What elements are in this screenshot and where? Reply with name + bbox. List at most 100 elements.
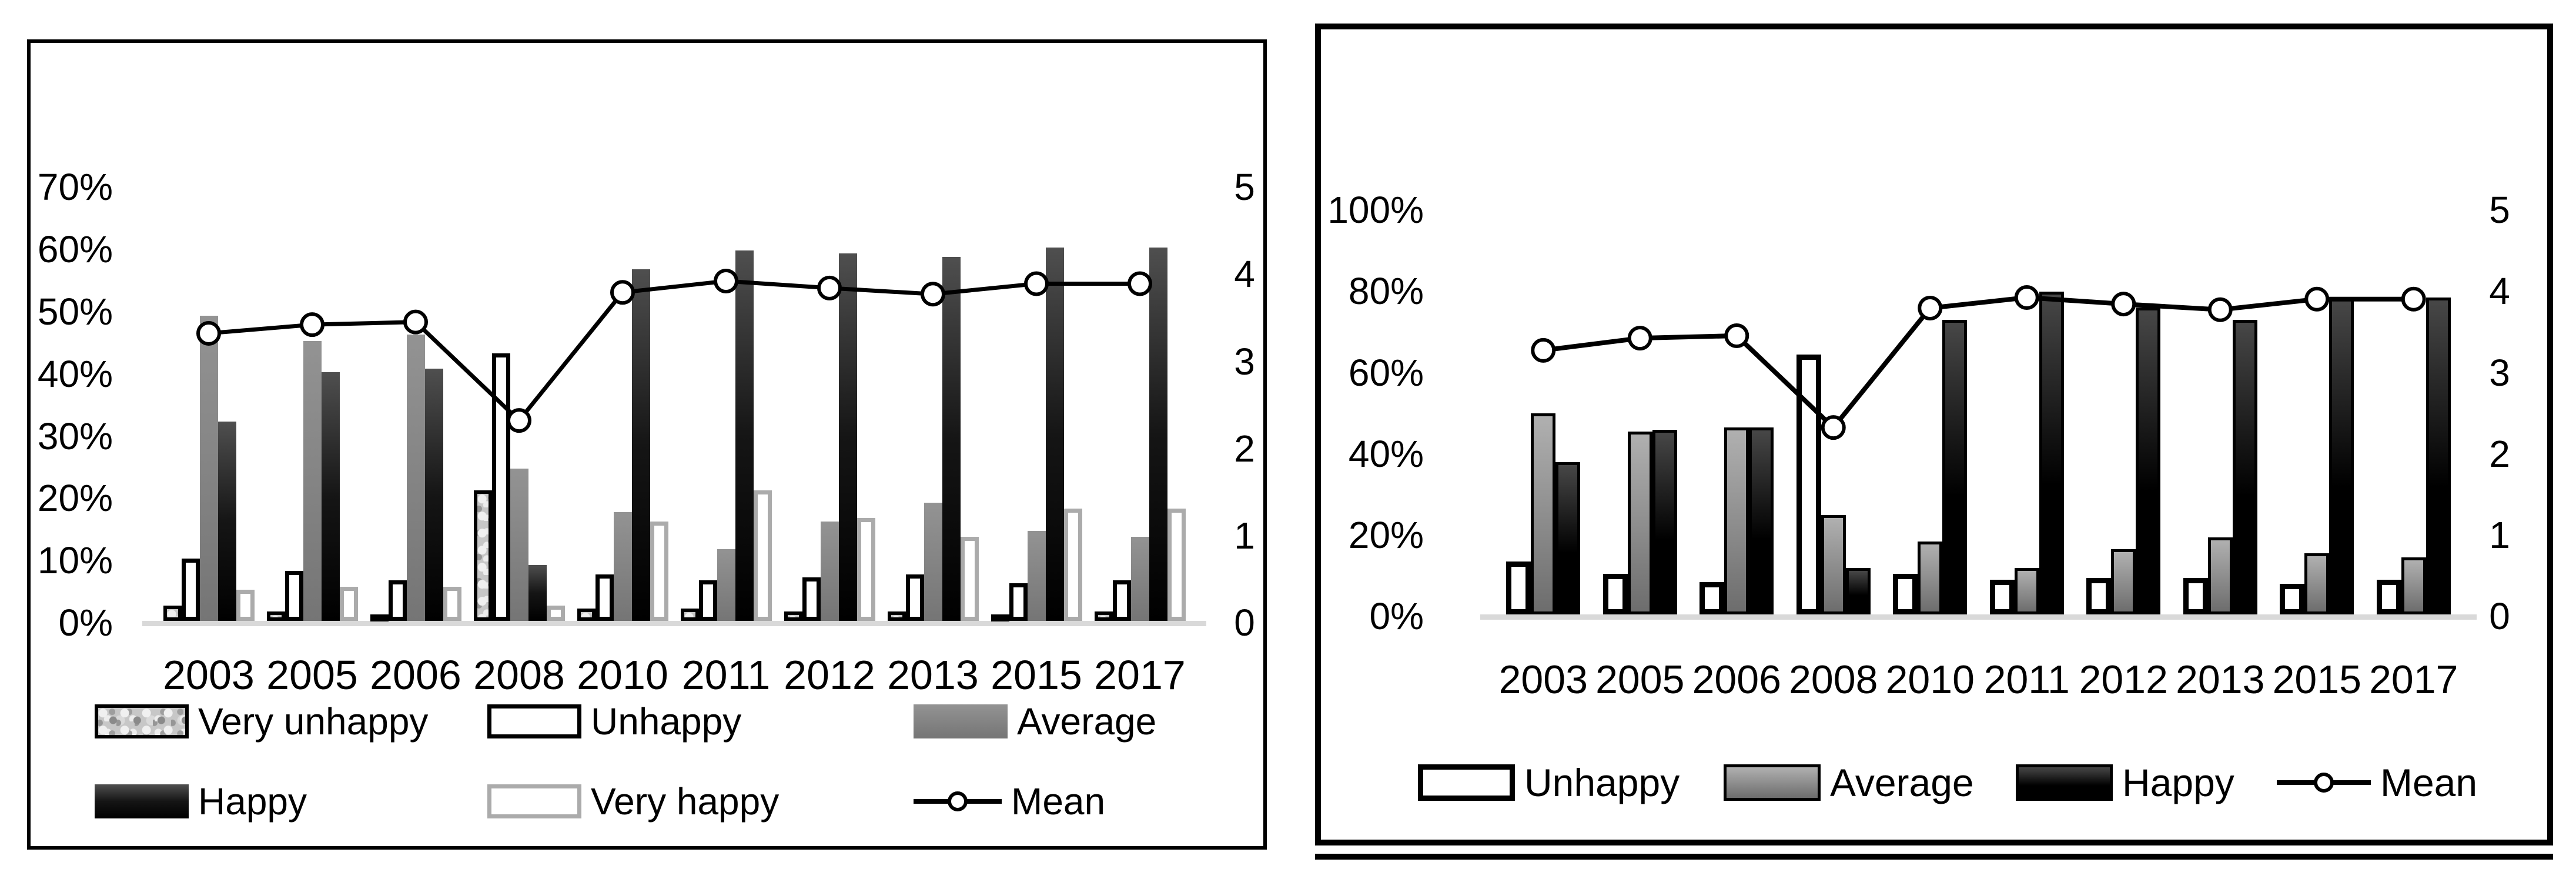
x-tick-2012: 2012 [2079,657,2168,702]
x-tick-2006: 2006 [370,652,461,698]
mean-point-2017 [2401,286,2426,312]
y-left-tick-20%: 20% [1348,514,1424,556]
mean-point-2017 [1128,271,1152,296]
bar-average-2010 [613,512,632,621]
mean-point-2008 [1821,415,1846,440]
y-left-tick-80%: 80% [1348,270,1424,313]
bar-happy-2008 [528,564,547,621]
bar-unhappy-2005 [285,571,303,621]
legend-swatch-happy [95,784,189,818]
bar-very-unhappy-2017 [1094,611,1113,621]
bar-average-2013 [2207,537,2233,614]
y-right-tick-3: 3 [2489,351,2510,394]
bar-happy-2006 [1749,427,1774,614]
bar-average-2010 [1918,541,1943,614]
legend-swatch-happy [2016,764,2113,801]
bar-very-happy-2003 [236,590,255,621]
bar-very-unhappy-2005 [266,611,285,621]
y-right-tick-0: 0 [1234,601,1255,644]
bar-average-2006 [1724,427,1749,614]
bar-average-2008 [510,468,528,621]
y-left-tick-10%: 10% [37,539,113,582]
bar-average-2005 [303,340,322,621]
bar-happy-2005 [1652,429,1677,614]
bar-average-2003 [199,316,218,621]
mean-point-2012 [817,275,842,300]
legend-label-very-unhappy: Very unhappy [198,700,429,743]
bar-very-unhappy-2013 [887,611,906,621]
bar-happy-2013 [2232,320,2257,614]
y-left-tick-60%: 60% [1348,351,1424,394]
bar-happy-2017 [2426,298,2451,614]
legend-label-unhappy: Unhappy [591,700,742,743]
y-right-tick-2: 2 [2489,432,2510,475]
x-tick-2005: 2005 [1595,657,1685,702]
mean-point-2006 [1724,323,1749,348]
x-tick-2015: 2015 [991,652,1082,698]
mean-point-2008 [507,408,531,433]
y-right-tick-4: 4 [2489,270,2510,313]
x-tick-2015: 2015 [2272,657,2361,702]
bar-very-happy-2011 [753,490,772,621]
x-tick-2012: 2012 [784,652,875,698]
bar-unhappy-2013 [2183,577,2208,614]
bar-unhappy-2012 [802,577,821,621]
y-right-tick-4: 4 [1234,253,1255,296]
bar-happy-2010 [1942,320,1968,614]
bar-average-2017 [2401,557,2426,614]
y-right-tick-5: 5 [2489,189,2510,232]
x-tick-2010: 2010 [577,652,668,698]
bar-average-2015 [2304,553,2330,614]
bar-very-unhappy-2003 [163,605,182,621]
mean-line [1543,295,2414,432]
x-axis-line [1480,614,2477,620]
bar-happy-2011 [2039,291,2064,614]
y-right-tick-0: 0 [2489,595,2510,638]
x-tick-2006: 2006 [1692,657,1781,702]
mean-point-2006 [403,309,428,335]
legend-item-very-unhappy: Very unhappy [95,703,428,740]
mean-point-2013 [921,282,945,307]
x-tick-2003: 2003 [163,652,255,698]
legend-label-unhappy: Unhappy [1524,761,1680,804]
x-tick-2011: 2011 [681,652,771,698]
bar-happy-2006 [424,369,443,621]
bar-happy-2013 [942,256,961,621]
bar-very-happy-2006 [443,586,461,621]
legend-item-average: Average [914,703,1156,740]
bar-average-2003 [1531,413,1556,614]
x-tick-2003: 2003 [1498,657,1588,702]
y-left-tick-40%: 40% [1348,432,1424,475]
bar-very-happy-2008 [546,605,565,621]
legend-label-very-happy: Very happy [591,780,780,823]
y-right-tick-2: 2 [1234,427,1255,470]
mean-line-legend-glyph [2277,764,2371,801]
bar-unhappy-2010 [595,574,614,621]
legend-item-very-happy: Very happy [487,783,779,820]
bar-happy-2008 [1845,567,1871,614]
bar-unhappy-2006 [1700,581,1725,614]
mean-legend-marker [948,791,968,811]
bar-happy-2015 [2329,298,2354,614]
legend-item-mean: Mean [2277,763,2477,802]
legend-label-happy: Happy [2122,761,2234,804]
y-right-tick-3: 3 [1234,340,1255,383]
bar-unhappy-2010 [1893,573,1918,614]
mean-point-2010 [610,280,635,305]
bar-average-2012 [820,521,839,621]
legend-label-happy: Happy [198,780,307,823]
mean-line-legend-glyph [914,784,1002,818]
y-left-tick-0%: 0% [1369,595,1424,638]
mean-point-2011 [714,269,738,294]
bar-average-2017 [1130,537,1149,621]
x-tick-2013: 2013 [887,652,979,698]
mean-point-2012 [2111,292,2136,317]
y-left-tick-50%: 50% [37,290,113,333]
bar-unhappy-2011 [698,580,717,621]
bar-very-happy-2010 [650,521,668,621]
bar-very-happy-2015 [1063,509,1082,621]
x-tick-2008: 2008 [473,652,565,698]
bar-very-happy-2013 [960,537,979,621]
x-tick-2011: 2011 [1983,657,2070,702]
